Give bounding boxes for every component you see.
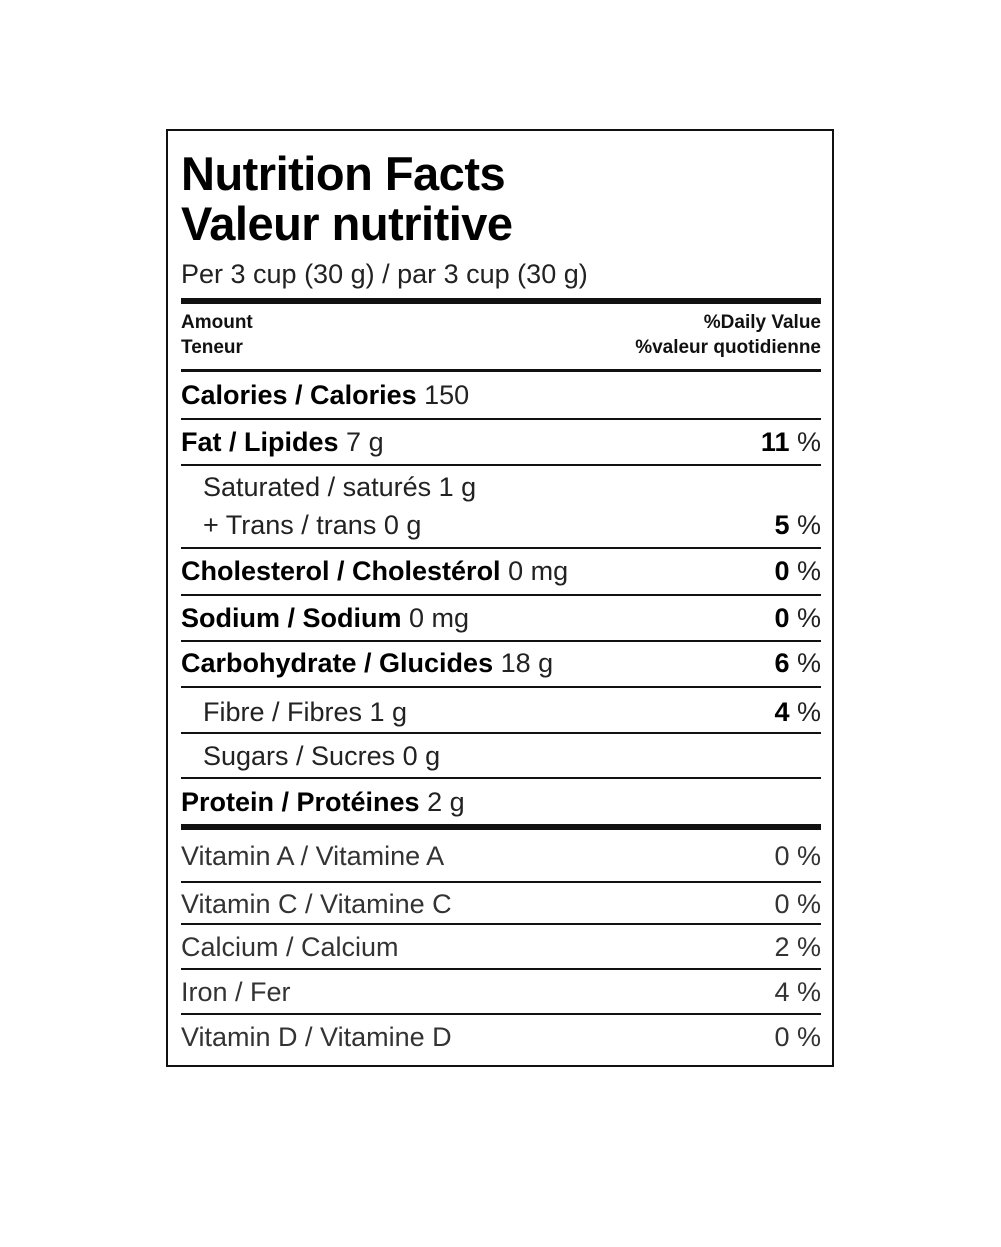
iron-pct: 4 % [774, 977, 821, 1007]
fat-label: Fat / Lipides [181, 427, 339, 457]
calories-text: Calories / Calories 150 [181, 380, 469, 411]
thick-rule-vitamins [181, 824, 821, 830]
divider [181, 777, 821, 779]
serving-size: Per 3 cup (30 g) / par 3 cup (30 g) [181, 259, 588, 289]
calories-label: Calories / Calories [181, 380, 417, 410]
divider [181, 923, 821, 925]
vitamin-row: Iron / Fer 4 % [181, 970, 821, 1014]
vitamin-a-label: Vitamin A / Vitamine A [181, 841, 445, 871]
fat-pct-unit: % [796, 427, 821, 457]
iron-label: Iron / Fer [181, 977, 291, 1007]
carbohydrate-amount: 18 g [500, 648, 554, 678]
divider [181, 640, 821, 642]
divider [181, 594, 821, 596]
divider [181, 547, 821, 549]
dv-header-en: %Daily Value [703, 312, 821, 333]
fat-dv: 11 % [761, 427, 821, 458]
vitamin-row: Calcium / Calcium 2 % [181, 925, 821, 969]
divider [181, 968, 821, 970]
carbohydrate-label: Carbohydrate / Glucides [181, 648, 494, 678]
header-rule [181, 369, 821, 372]
amount-header-fr: Teneur [181, 337, 243, 358]
protein-amount: 2 g [427, 787, 465, 817]
thick-rule-top [181, 298, 821, 304]
carbohydrate-dv: 6 % [774, 648, 821, 679]
vitamin-d-pct: 0 % [774, 1022, 821, 1052]
fibre-pct-unit: % [796, 697, 821, 727]
fat-row: Fat / Lipides 7 g 11 % [181, 420, 821, 464]
vitamin-row: Vitamin A / Vitamine A 0 % [181, 834, 821, 878]
calcium-label: Calcium / Calcium [181, 932, 399, 962]
carbohydrate-pct: 6 [774, 648, 790, 678]
divider [181, 1013, 821, 1015]
trans-label: + Trans / trans 0 g [203, 510, 422, 540]
sodium-text: Sodium / Sodium 0 mg [181, 603, 469, 634]
fibre-row: Fibre / Fibres 1 g 4 % [181, 690, 821, 734]
divider [181, 881, 821, 883]
sodium-pct-unit: % [796, 603, 821, 633]
sugars-label: Sugars / Sucres 0 g [203, 741, 441, 771]
fat-pct: 11 [760, 427, 790, 457]
divider [181, 418, 821, 420]
carbohydrate-pct-unit: % [796, 648, 821, 678]
fat-text: Fat / Lipides 7 g [181, 427, 384, 458]
trans-pct: 5 [774, 510, 790, 540]
cholesterol-row: Cholesterol / Cholestérol 0 mg 0 % [181, 549, 821, 593]
fibre-label: Fibre / Fibres 1 g [203, 697, 408, 727]
carbohydrate-text: Carbohydrate / Glucides 18 g [181, 648, 553, 679]
cholesterol-amount: 0 mg [508, 556, 569, 586]
carbohydrate-row: Carbohydrate / Glucides 18 g 6 % [181, 641, 821, 685]
protein-row: Protein / Protéines 2 g [181, 780, 821, 824]
saturated-row: Saturated / saturés 1 g [181, 465, 821, 509]
title-english: Nutrition Facts [181, 147, 506, 200]
divider [181, 686, 821, 688]
nutrition-label: Nutrition Facts Valeur nutritive Per 3 c… [166, 129, 834, 1067]
cholesterol-text: Cholesterol / Cholestérol 0 mg [181, 556, 568, 587]
cholesterol-label: Cholesterol / Cholestérol [181, 556, 501, 586]
protein-text: Protein / Protéines 2 g [181, 787, 465, 818]
sugars-row: Sugars / Sucres 0 g [181, 734, 821, 778]
vitamin-row: Vitamin C / Vitamine C 0 % [181, 882, 821, 926]
fibre-dv: 4 % [774, 697, 821, 728]
fibre-pct: 4 [774, 697, 790, 727]
fat-amount: 7 g [346, 427, 384, 457]
sodium-label: Sodium / Sodium [181, 603, 402, 633]
sodium-dv: 0 % [774, 603, 821, 634]
saturated-label: Saturated / saturés 1 g [203, 472, 477, 502]
sodium-amount: 0 mg [409, 603, 470, 633]
calcium-pct: 2 % [774, 932, 821, 962]
trans-row: + Trans / trans 0 g 5 % [181, 503, 821, 547]
sodium-row: Sodium / Sodium 0 mg 0 % [181, 596, 821, 640]
sodium-pct: 0 [774, 603, 790, 633]
trans-dv: 5 % [774, 510, 821, 541]
cholesterol-pct-unit: % [796, 556, 821, 586]
calories-row: Calories / Calories 150 [181, 373, 821, 417]
cholesterol-dv: 0 % [774, 556, 821, 587]
label-inner: Nutrition Facts Valeur nutritive Per 3 c… [181, 131, 821, 1065]
vitamin-c-label: Vitamin C / Vitamine C [181, 889, 452, 919]
amount-header-en: Amount [181, 312, 253, 333]
divider [181, 732, 821, 734]
title-french: Valeur nutritive [181, 197, 513, 250]
vitamin-a-pct: 0 % [774, 841, 821, 871]
dv-header-fr: %valeur quotidienne [635, 337, 821, 358]
vitamin-row: Vitamin D / Vitamine D 0 % [181, 1015, 821, 1059]
trans-pct-unit: % [796, 510, 821, 540]
cholesterol-pct: 0 [774, 556, 790, 586]
divider [181, 464, 821, 466]
vitamin-d-label: Vitamin D / Vitamine D [181, 1022, 452, 1052]
protein-label: Protein / Protéines [181, 787, 420, 817]
calories-value: 150 [424, 380, 470, 410]
vitamin-c-pct: 0 % [774, 889, 821, 919]
